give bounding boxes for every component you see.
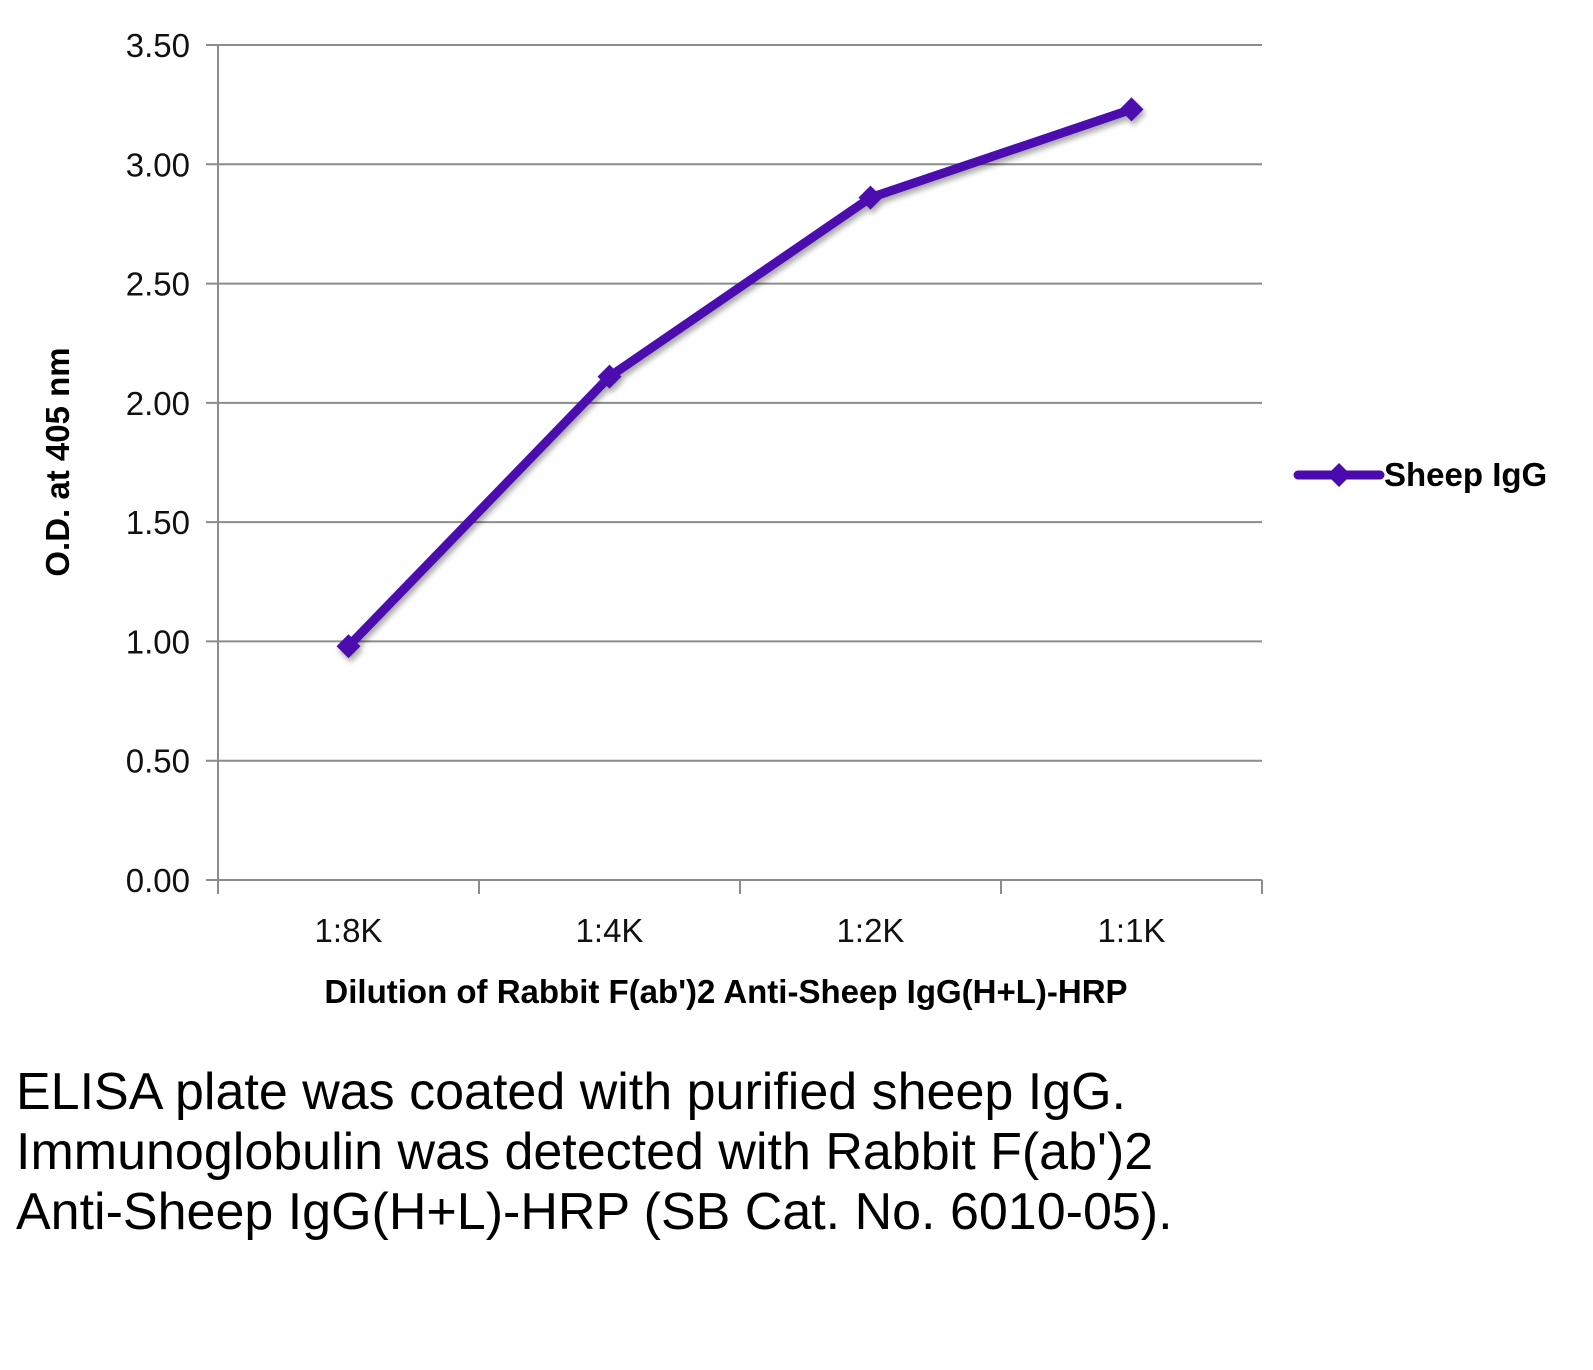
x-tick-label: 1:8K: [315, 912, 383, 949]
legend-label-sheep-igg: Sheep IgG: [1384, 456, 1547, 493]
gridlines: [206, 44, 1262, 881]
series-line: [344, 104, 1136, 651]
data-point-marker: [336, 634, 361, 659]
y-tick-label: 0.00: [126, 862, 190, 899]
y-tick-label: 1.00: [126, 623, 190, 660]
data-point-marker: [858, 185, 883, 210]
x-axis-title: Dilution of Rabbit F(ab')2 Anti-Sheep Ig…: [324, 973, 1127, 1010]
y-tick-label: 3.50: [126, 27, 190, 64]
data-point-marker: [1119, 97, 1144, 122]
data-point-marker: [597, 364, 622, 389]
y-tick-labels: 0.00 0.50 1.00 1.50 2.00 2.50 3.00 3.50: [126, 27, 190, 899]
y-axis-title: O.D. at 405 nm: [39, 347, 76, 576]
figure-caption: ELISA plate was coated with purified she…: [16, 1063, 1173, 1241]
series-sheep-igg: [336, 97, 1144, 659]
y-tick-label: 2.00: [126, 385, 190, 422]
elisa-line-chart: 0.00 0.50 1.00 1.50 2.00 2.50 3.00 3.50 1:8K 1:4…: [39, 27, 1547, 1010]
y-tick-label: 3.00: [126, 146, 190, 183]
legend-marker-sheep-igg: [1327, 463, 1351, 487]
y-tick-label: 1.50: [126, 504, 190, 541]
x-tick-label: 1:2K: [837, 912, 905, 949]
y-tick-label: 2.50: [126, 266, 190, 303]
legend: Sheep IgG: [1293, 456, 1547, 493]
axes: [217, 45, 1263, 894]
x-tick-label: 1:4K: [576, 912, 644, 949]
y-tick-label: 0.50: [126, 743, 190, 780]
x-tick-label: 1:1K: [1098, 912, 1166, 949]
x-tick-labels: 1:8K 1:4K 1:2K 1:1K: [315, 912, 1166, 949]
